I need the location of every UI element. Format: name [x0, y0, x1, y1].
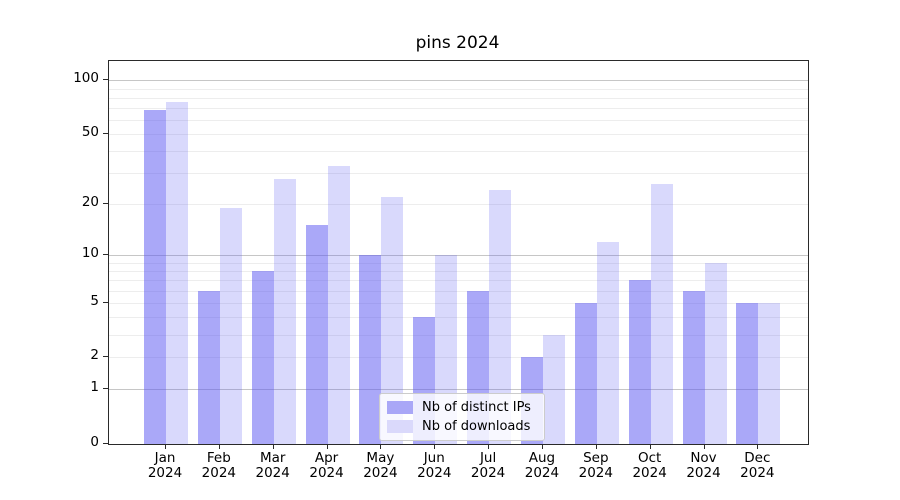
y-tick-label-1: 1: [90, 379, 99, 396]
y-tick-10: [103, 254, 108, 256]
x-tick-label-jan: Jan 2024: [147, 450, 183, 481]
bar-feb-distinct-ips: [197, 290, 220, 444]
bar-aug-downloads: [542, 334, 565, 444]
gridline-20: [109, 204, 808, 206]
gridline-50: [109, 134, 808, 136]
gridline-4: [109, 317, 808, 319]
x-tick-jun: [434, 444, 436, 449]
downloads-swatch-icon: [387, 420, 413, 433]
gridline-10: [109, 255, 808, 257]
bar-oct-distinct-ips: [628, 280, 651, 444]
gridline-6: [109, 290, 808, 292]
x-tick-label-oct: Oct 2024: [632, 450, 667, 481]
x-tick-sep: [595, 444, 597, 449]
legend: Nb of distinct IPs Nb of downloads: [379, 393, 545, 441]
bar-dec-distinct-ips: [736, 302, 759, 444]
y-tick-100: [103, 79, 108, 81]
y-tick-1: [103, 388, 108, 390]
gridline-2: [109, 357, 808, 359]
y-tick-label-2: 2: [90, 347, 99, 364]
legend-row-downloads: Nb of downloads: [387, 419, 531, 434]
bar-feb-downloads: [219, 207, 242, 444]
x-tick-jul: [488, 444, 490, 449]
bar-sep-distinct-ips: [574, 302, 597, 444]
gridline-100: [109, 80, 808, 82]
gridline-9: [109, 262, 808, 264]
y-tick-label-5: 5: [90, 292, 99, 309]
x-tick-dec: [757, 444, 759, 449]
y-tick-label-50: 50: [81, 124, 99, 141]
x-tick-label-dec: Dec 2024: [740, 450, 775, 481]
gridline-5: [109, 302, 808, 304]
y-tick-20: [103, 203, 108, 205]
y-tick-5: [103, 301, 108, 303]
gridline-7: [109, 280, 808, 282]
bar-sep-downloads: [596, 241, 619, 444]
bar-apr-distinct-ips: [305, 225, 328, 444]
x-tick-label-may: May 2024: [363, 450, 398, 481]
y-tick-label-0: 0: [90, 434, 99, 450]
y-tick-label-10: 10: [81, 245, 99, 262]
x-tick-apr: [326, 444, 328, 449]
chart-title: pins 2024: [415, 33, 500, 53]
x-tick-mar: [272, 444, 274, 449]
bar-may-downloads: [381, 196, 404, 444]
gridline-8: [109, 270, 808, 272]
bar-nov-downloads: [704, 262, 727, 444]
x-tick-label-jun: Jun 2024: [417, 450, 452, 481]
distinct-ips-swatch-icon: [387, 401, 413, 414]
gridline-90: [109, 88, 808, 90]
y-tick-50: [103, 133, 108, 135]
bar-jan-distinct-ips: [144, 110, 166, 444]
x-tick-label-nov: Nov 2024: [686, 450, 721, 481]
bar-may-distinct-ips: [359, 255, 382, 444]
gridline-1: [109, 389, 808, 391]
gridline-70: [109, 108, 808, 110]
x-tick-feb: [218, 444, 220, 449]
x-tick-label-feb: Feb 2024: [201, 450, 237, 481]
y-tick-0: [103, 443, 108, 444]
gridline-40: [109, 151, 808, 153]
x-tick-label-apr: Apr 2024: [309, 450, 344, 481]
x-tick-aug: [541, 444, 543, 449]
legend-row-distinct-ips: Nb of distinct IPs: [387, 400, 531, 415]
legend-label-distinct-ips: Nb of distinct IPs: [422, 400, 531, 415]
bar-jan-downloads: [166, 101, 188, 444]
gridline-30: [109, 173, 808, 175]
gridline-3: [109, 334, 808, 336]
x-tick-may: [380, 444, 382, 449]
y-tick-label-20: 20: [81, 194, 99, 211]
x-tick-jan: [165, 444, 166, 449]
bar-mar-downloads: [273, 178, 296, 444]
legend-label-downloads: Nb of downloads: [422, 419, 531, 434]
bar-apr-downloads: [327, 166, 350, 444]
plot-area: [108, 60, 809, 445]
x-tick-label-sep: Sep 2024: [578, 450, 613, 481]
bar-dec-downloads: [758, 302, 781, 444]
bar-jul-downloads: [489, 190, 512, 444]
x-tick-label-aug: Aug 2024: [524, 450, 560, 481]
x-tick-label-mar: Mar 2024: [255, 450, 290, 481]
gridline-80: [109, 97, 808, 99]
x-tick-nov: [703, 444, 705, 449]
y-tick-label-100: 100: [73, 70, 99, 87]
bar-mar-distinct-ips: [251, 270, 274, 444]
x-tick-oct: [649, 444, 651, 449]
x-tick-label-jul: Jul 2024: [470, 450, 506, 481]
bar-nov-distinct-ips: [682, 290, 705, 444]
y-tick-2: [103, 356, 108, 358]
gridline-60: [109, 120, 808, 122]
bar-oct-downloads: [650, 184, 673, 444]
